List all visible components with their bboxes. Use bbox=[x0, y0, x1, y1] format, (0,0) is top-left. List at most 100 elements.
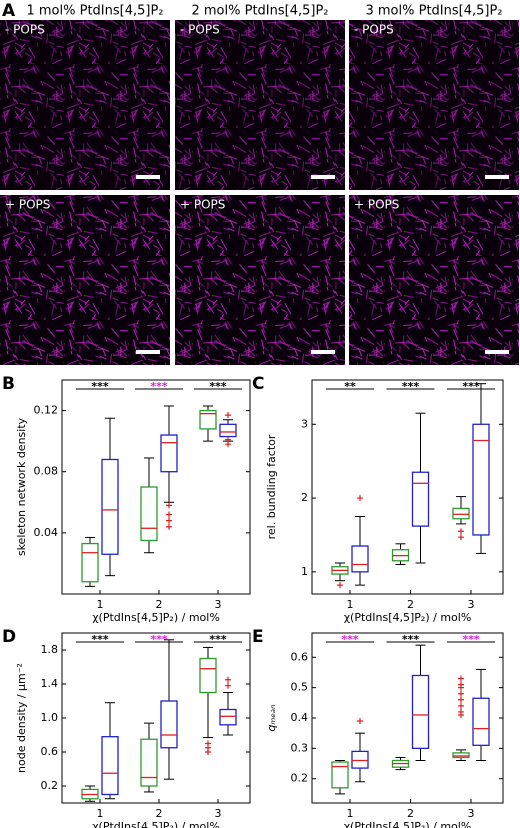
box bbox=[411, 674, 430, 750]
box bbox=[331, 761, 349, 789]
outlier bbox=[458, 528, 464, 535]
micrograph-texture bbox=[175, 195, 345, 365]
significance: *** bbox=[150, 633, 168, 646]
y-tick-label: 0.08 bbox=[34, 465, 59, 478]
y-tick-label: 0.2 bbox=[41, 779, 59, 792]
scale-bar bbox=[311, 175, 335, 179]
scale-bar bbox=[485, 350, 509, 354]
significance: *** bbox=[91, 380, 109, 393]
x-tick-label: 3 bbox=[215, 807, 222, 820]
micrograph-texture bbox=[0, 20, 170, 190]
x-tick-label: 1 bbox=[347, 807, 354, 820]
scale-bar bbox=[136, 350, 160, 354]
micrograph-texture bbox=[0, 195, 170, 365]
outlier bbox=[205, 749, 211, 755]
box bbox=[452, 507, 470, 520]
plot-frame bbox=[311, 379, 504, 595]
significance: *** bbox=[341, 633, 359, 646]
box bbox=[199, 409, 217, 430]
y-tick-label: 0.6 bbox=[291, 650, 309, 663]
significance: *** bbox=[91, 633, 109, 646]
micrograph-texture bbox=[349, 20, 519, 190]
x-tick-label: 3 bbox=[468, 598, 475, 611]
panel-label: B bbox=[2, 374, 15, 394]
box bbox=[160, 434, 178, 473]
row-label: + POPS bbox=[5, 198, 50, 212]
column-header: 1 mol% PtdIns[4,5]P₂ bbox=[26, 4, 163, 19]
x-tick-label: 2 bbox=[407, 598, 414, 611]
x-axis-label: χ(PtdIns[4,5]P₂) / mol% bbox=[92, 820, 220, 828]
box bbox=[101, 458, 119, 555]
outlier bbox=[357, 718, 363, 725]
outlier bbox=[458, 702, 464, 709]
box bbox=[140, 738, 158, 787]
box bbox=[199, 657, 217, 694]
box bbox=[219, 423, 237, 438]
panel-label: C bbox=[252, 374, 264, 394]
outlier bbox=[225, 682, 231, 689]
scale-bar bbox=[311, 350, 335, 354]
significance: *** bbox=[209, 633, 227, 646]
significance: *** bbox=[402, 633, 420, 646]
box bbox=[219, 708, 237, 726]
row-label: - POPS bbox=[180, 23, 220, 37]
box bbox=[351, 545, 369, 573]
significance: *** bbox=[462, 633, 480, 646]
box bbox=[351, 750, 369, 769]
outlier bbox=[166, 502, 172, 509]
panel-label: E bbox=[252, 627, 264, 647]
plot-frame bbox=[61, 379, 251, 595]
row-label: + POPS bbox=[180, 198, 225, 212]
box bbox=[160, 700, 178, 749]
y-tick-label: 1.0 bbox=[41, 711, 59, 724]
x-tick-label: 1 bbox=[97, 598, 104, 611]
outlier bbox=[458, 675, 464, 682]
box bbox=[472, 423, 490, 536]
outlier bbox=[458, 690, 464, 697]
y-tick-label: 0.04 bbox=[34, 526, 59, 539]
outlier bbox=[225, 676, 231, 683]
row-label: - POPS bbox=[5, 23, 45, 37]
y-tick-label: 0.2 bbox=[291, 772, 309, 785]
outlier bbox=[458, 684, 464, 691]
outlier bbox=[166, 517, 172, 524]
y-axis-label: rel. bundling factor bbox=[265, 434, 278, 539]
x-axis-label: χ(PtdIns[4,5]P₂) / mol% bbox=[344, 611, 472, 624]
significance: ** bbox=[344, 380, 356, 393]
micrograph-texture bbox=[349, 195, 519, 365]
y-tick-label: 0.3 bbox=[291, 741, 309, 754]
significance: *** bbox=[150, 380, 168, 393]
x-tick-label: 2 bbox=[156, 598, 163, 611]
outlier bbox=[166, 511, 172, 518]
x-tick-label: 1 bbox=[97, 807, 104, 820]
y-axis-label: node density / µm⁻² bbox=[15, 663, 28, 773]
significance: *** bbox=[209, 380, 227, 393]
y-tick-label: 1 bbox=[301, 565, 308, 578]
x-axis-label: χ(PtdIns[4,5]P₂) / mol% bbox=[344, 820, 472, 828]
column-header: 3 mol% PtdIns[4,5]P₂ bbox=[365, 4, 502, 19]
outlier bbox=[357, 495, 363, 502]
y-tick-label: 0.6 bbox=[41, 745, 59, 758]
scale-bar bbox=[136, 175, 160, 179]
y-tick-label: 0.4 bbox=[291, 711, 309, 724]
outlier bbox=[458, 711, 464, 718]
x-tick-label: 2 bbox=[156, 807, 163, 820]
y-tick-label: 0.5 bbox=[291, 681, 309, 694]
box bbox=[101, 736, 119, 796]
micrograph-texture bbox=[175, 20, 345, 190]
outlier bbox=[337, 582, 343, 589]
y-axis-label: qₘₑₐₙ bbox=[265, 704, 278, 731]
y-tick-label: 1.8 bbox=[41, 643, 59, 656]
scale-bar bbox=[485, 175, 509, 179]
x-tick-label: 3 bbox=[468, 807, 475, 820]
panel-label: D bbox=[2, 627, 16, 647]
y-tick-label: 1.4 bbox=[41, 677, 59, 690]
box bbox=[472, 697, 490, 746]
box bbox=[452, 752, 470, 759]
outlier bbox=[225, 412, 231, 419]
x-tick-label: 3 bbox=[215, 598, 222, 611]
row-label: - POPS bbox=[354, 23, 394, 37]
y-tick-label: 0.12 bbox=[34, 404, 59, 417]
significance: *** bbox=[462, 380, 480, 393]
outlier bbox=[166, 523, 172, 530]
